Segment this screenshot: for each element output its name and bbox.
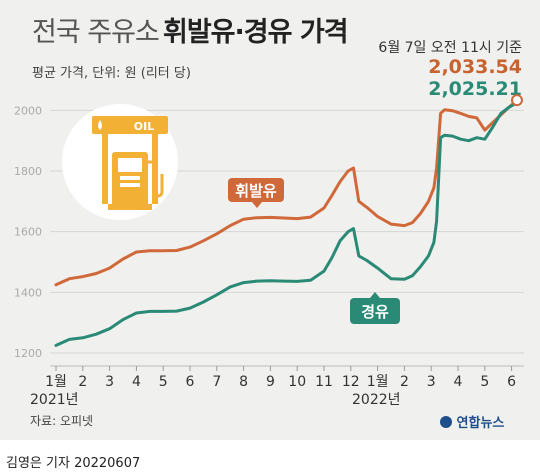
diesel-tag: 경유 [350,292,400,324]
gasoline-line [54,98,519,287]
globe-icon [440,416,452,428]
x-tick-label: 10 [288,374,306,390]
x-tick-label: 2 [400,374,409,390]
x-tick-label: 12 [342,374,360,390]
year-label-2021: 2021년 [30,392,79,408]
y-tick-label: 1400 [14,286,42,299]
x-tick-label: 3 [105,374,114,390]
title-bold: 휘발유·경유 가격 [163,17,349,48]
gasoline-tag-label: 휘발유 [235,182,277,200]
diesel-line [54,101,519,347]
byline: 김영은 기자 20220607 [6,456,141,471]
x-tick-label: 6 [186,374,195,390]
gasoline-tag: 휘발유 [228,178,284,208]
y-tick-label: 1600 [14,226,42,239]
source-note: 자료: 오피넷 [30,414,94,428]
x-tick-label: 7 [212,374,221,390]
year-label-2022: 2022년 [352,392,401,408]
x-tick-label: 2 [78,374,87,390]
publisher-name: 연합뉴스 [456,416,505,431]
x-tick-label: 4 [132,374,141,390]
y-tick-label: 1200 [14,347,42,360]
title-light: 전국 주유소 [32,17,160,48]
y-axis-ticks: 1200 1400 1600 1800 2000 [14,104,42,360]
diesel-tag-label: 경유 [361,303,389,321]
x-tick-label: 3 [427,374,436,390]
x-tick-label: 1월 [45,374,67,390]
chart-subtitle: 평균 가격, 단위: 원 (리터 당) [32,66,191,81]
gasoline-end-marker [510,94,523,107]
gas-pump-icon: OIL [62,104,178,220]
x-tick-label: 1월 [367,374,389,390]
x-tick-label: 11 [315,374,333,390]
line-chart: 1200 1400 1600 1800 2000 1월 2 3 4 5 6 7 8 9 10 11 12 1월 2… [14,94,524,408]
x-tick-label: 8 [239,374,248,390]
y-tick-label: 1800 [14,165,42,178]
x-tick-label: 4 [454,374,463,390]
as-of-time: 6월 7일 오전 11시 기준 [378,40,522,56]
oil-sign-text: OIL [134,120,154,133]
series-layer [54,94,523,347]
diesel-latest-value: 2,025.21 [428,78,522,100]
x-tick-label: 5 [480,374,489,390]
x-axis-ticks: 1월 2 3 4 5 6 7 8 9 10 11 12 1월 2 3 4 5 6 [45,365,524,390]
y-tick-label: 2000 [14,104,42,117]
gasoline-latest-value: 2,033.54 [428,56,522,78]
publisher-logo: 연합뉴스 [440,412,504,431]
x-tick-label: 9 [266,374,275,390]
x-tick-label: 6 [507,374,516,390]
x-tick-label: 5 [159,374,168,390]
